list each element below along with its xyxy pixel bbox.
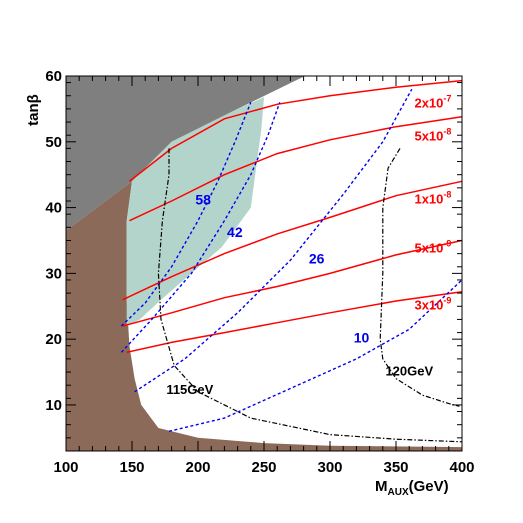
x-axis-label-unit: (GeV)	[409, 478, 449, 495]
y-tick-label: 30	[45, 265, 62, 282]
blue-curve-label-58: 58	[195, 191, 211, 207]
x-tick-label: 100	[53, 459, 78, 476]
red-curve-2	[129, 116, 463, 222]
x-tick-label: 200	[185, 459, 210, 476]
blue-curve-26	[134, 88, 413, 393]
red-curve-label-3: 1x10-8	[414, 190, 451, 207]
red-curve-3	[122, 180, 463, 301]
x-tick-label: 400	[449, 459, 474, 476]
red-label-base: 5x10	[414, 128, 443, 143]
blue-curve-label-10: 10	[354, 329, 370, 345]
blue-curve-42	[120, 102, 281, 353]
x-axis-label-main: M	[375, 478, 388, 495]
red-curve-5	[126, 291, 463, 354]
x-tick-label: 300	[317, 459, 342, 476]
red-label-exponent: -8	[443, 126, 451, 136]
excluded-and-allowed-regions	[66, 76, 462, 452]
red-curve-label-5: 3x10-9	[414, 296, 451, 313]
blue-curve-label-26: 26	[309, 251, 325, 267]
y-tick-label: 20	[45, 331, 62, 348]
y-tick-label: 50	[45, 134, 62, 151]
black-higgs-mass-curves	[157, 148, 463, 443]
red-curve-label-1: 2x10-7	[414, 94, 451, 111]
red-label-exponent: -8	[443, 190, 451, 200]
red-label-base: 1x10	[414, 192, 443, 207]
red-branching-curves	[122, 79, 463, 354]
x-tick-label: 350	[383, 459, 408, 476]
black-curve-label-120GeV: 120GeV	[385, 363, 433, 378]
x-axis-label: MAUX(GeV)	[375, 478, 449, 498]
black-curve-label-115GeV: 115GeV	[166, 382, 213, 397]
red-label-exponent: -9	[443, 296, 451, 306]
curve-labels: 2x10-75x10-81x10-85x10-93x10-95842261011…	[166, 94, 451, 397]
red-curve-4	[122, 239, 463, 327]
region-gray-excluded	[66, 76, 305, 231]
blue-curve-label-42: 42	[227, 224, 243, 240]
y-tick-label: 10	[45, 397, 62, 414]
red-label-base: 3x10	[414, 298, 443, 313]
y-axis-label: tanβ	[25, 94, 42, 126]
red-label-exponent: -9	[443, 238, 451, 248]
black-curve-115GeV	[157, 148, 463, 443]
y-tick-label: 60	[45, 68, 62, 85]
axis-ticks: 100 150 200 250 300 350 400 10 20 30 40 50 60	[45, 68, 474, 476]
black-curve-120GeV	[379, 148, 460, 407]
red-label-exponent: -7	[443, 94, 451, 104]
red-curve-label-2: 5x10-8	[414, 126, 451, 143]
blue-curve-58	[120, 102, 252, 327]
blue-curve-10	[168, 279, 463, 432]
red-curve-label-4: 5x10-9	[414, 238, 451, 255]
y-tick-label: 40	[45, 200, 62, 217]
region-brown-excluded	[66, 181, 462, 452]
red-label-base: 2x10	[414, 96, 443, 111]
red-label-base: 5x10	[414, 240, 443, 255]
blue-contour-curves	[120, 88, 463, 432]
x-axis-label-sub: AUX	[388, 487, 409, 498]
x-tick-label: 250	[251, 459, 276, 476]
x-tick-label: 150	[119, 459, 144, 476]
red-curve-1	[128, 79, 463, 182]
